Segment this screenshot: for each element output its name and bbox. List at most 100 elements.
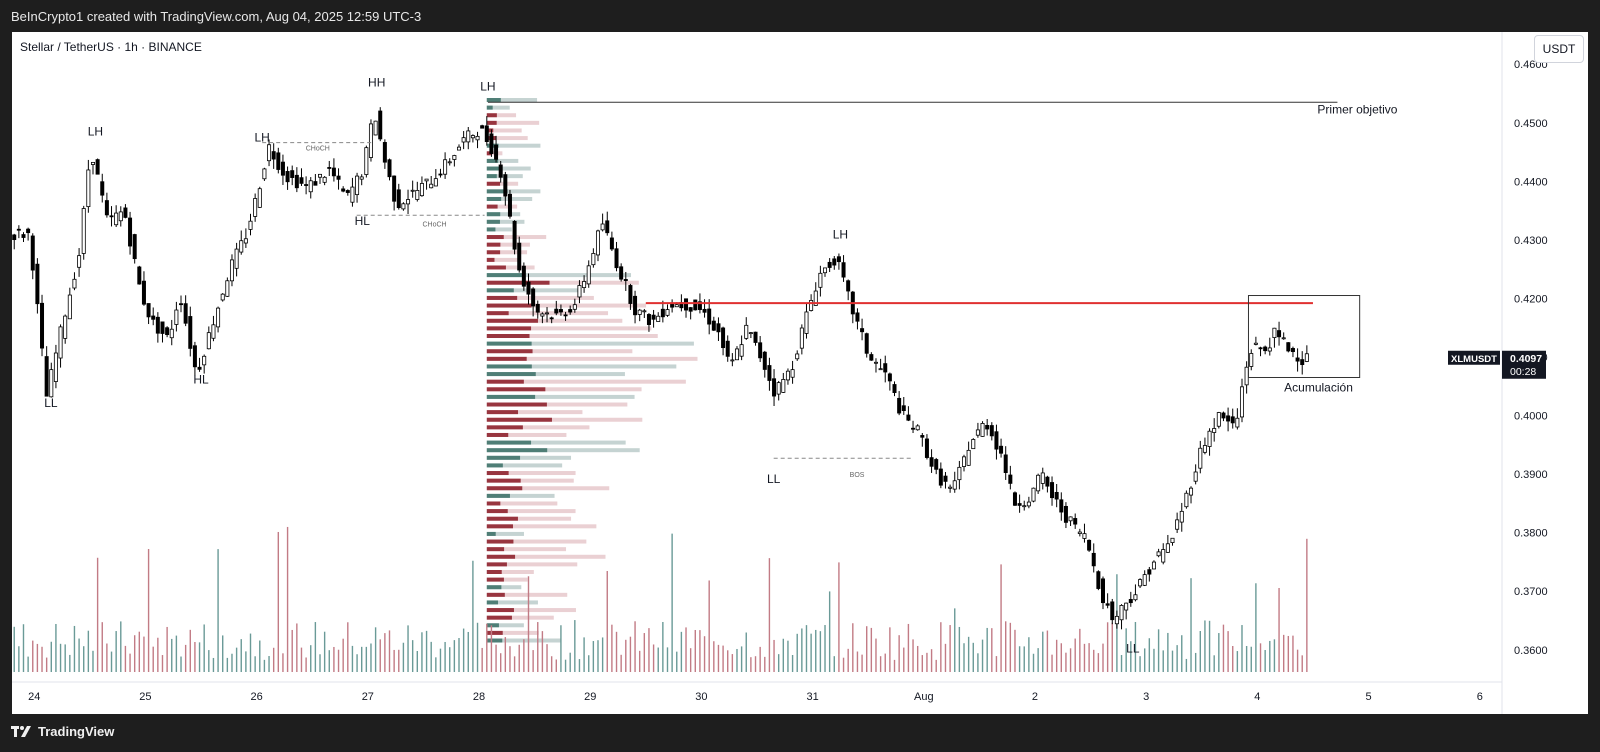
candle-up: [586, 265, 591, 285]
candle-down: [1147, 569, 1152, 575]
volume-bar: [638, 650, 641, 672]
candle-up: [600, 223, 605, 231]
candle-down: [392, 175, 397, 202]
volume-bar: [1222, 624, 1225, 672]
volume-bar: [1181, 635, 1183, 672]
symbol-title[interactable]: Stellar / TetherUS · 1h · BINANCE: [20, 40, 202, 54]
candle-down: [517, 242, 522, 271]
volume-profile-bar: [486, 440, 626, 445]
volume-bar: [801, 628, 803, 672]
volume-bar: [550, 656, 553, 672]
volume-bar: [935, 659, 937, 672]
volume-profile-bar: [486, 569, 534, 574]
candle-up: [674, 304, 679, 308]
volume-profile-bar-core: [486, 562, 507, 567]
candle-down: [1091, 552, 1096, 567]
volume-profile-bar: [486, 250, 528, 255]
time-axis-label: 2: [1032, 691, 1038, 703]
volume-bar: [240, 639, 242, 672]
time-axis-label: 29: [584, 691, 596, 703]
volume-profile-bar-core: [486, 608, 514, 613]
candle-down: [341, 188, 346, 192]
candle-down: [480, 125, 485, 129]
price-axis-label: 0.4200: [1514, 293, 1548, 305]
volume-profile-bar: [486, 227, 512, 232]
volume-profile-bar-core: [486, 326, 532, 331]
candle-down: [651, 314, 656, 320]
candle-down: [1045, 476, 1050, 487]
volume-bar: [110, 651, 113, 672]
candle-up: [90, 161, 95, 165]
volume-bar: [634, 621, 636, 672]
price-axis-label: 0.3800: [1514, 528, 1548, 540]
time-axis-label: 5: [1366, 691, 1372, 703]
price-chart[interactable]: 0.36000.37000.38000.39000.40000.41000.42…: [12, 32, 1588, 714]
candle-down: [531, 288, 536, 307]
candle-up: [220, 293, 225, 301]
candle-down: [26, 228, 31, 234]
candle-up: [1068, 516, 1073, 522]
volume-bar: [18, 646, 20, 672]
volume-bar: [750, 657, 752, 672]
volume-bar: [940, 622, 942, 672]
candle-down: [614, 248, 619, 269]
volume-bar: [161, 655, 164, 672]
volume-bar: [629, 636, 632, 672]
volume-bar: [879, 656, 882, 672]
volume-bar: [847, 648, 849, 672]
volume-profile-bar: [486, 242, 530, 247]
candle-down: [1263, 346, 1268, 352]
candle-down: [846, 280, 851, 292]
volume-bar: [157, 637, 159, 672]
candle-down: [1003, 454, 1008, 474]
volume-profile-bar-core: [486, 372, 536, 377]
volume-bar: [1037, 648, 1039, 672]
volume-bar: [27, 656, 29, 672]
candle-up: [748, 332, 753, 335]
volume-bar: [578, 659, 581, 672]
candle-down: [646, 314, 651, 325]
last-price-tag-bg: [1502, 350, 1546, 379]
candle-up: [1212, 428, 1217, 433]
volume-bar: [1130, 641, 1132, 672]
annotation-label: LL: [44, 396, 58, 410]
volume-bar: [1134, 621, 1137, 672]
volume-bar: [954, 608, 956, 672]
candle-down: [378, 110, 383, 140]
volume-profile-bar: [486, 219, 525, 224]
volume-bar: [592, 641, 595, 672]
volume-profile-bar: [486, 486, 610, 491]
candle-up: [1249, 353, 1254, 367]
time-axis-label: 27: [362, 691, 374, 703]
volume-bar: [708, 580, 710, 672]
candle-down: [670, 303, 675, 308]
volume-profile-bar: [486, 181, 519, 186]
volume-profile-bar: [486, 356, 698, 361]
candle-down: [141, 280, 146, 305]
chart-panel[interactable]: 0.36000.37000.38000.39000.40000.41000.42…: [12, 32, 1588, 714]
candle-up: [243, 238, 248, 244]
currency-button[interactable]: USDT: [1534, 35, 1584, 63]
volume-profile-bar: [486, 410, 583, 415]
candle-up: [419, 183, 424, 197]
volume-bar: [1069, 648, 1072, 672]
volume-bar: [773, 639, 775, 672]
candle-down: [12, 234, 17, 241]
tradingview-logo[interactable]: TradingView: [11, 724, 114, 739]
volume-profile-bar: [486, 273, 632, 278]
candle-up: [239, 240, 244, 253]
candle-down: [758, 342, 763, 359]
candle-up: [1239, 386, 1244, 418]
candle-down: [1295, 357, 1300, 362]
volume-bar: [1255, 583, 1257, 672]
volume-bar: [462, 628, 465, 672]
candle-down: [883, 363, 888, 373]
candle-up: [730, 359, 735, 362]
volume-profile-bar: [486, 493, 555, 498]
volume-bar: [1055, 639, 1058, 672]
candle-down: [688, 307, 693, 312]
volume-bar: [1176, 645, 1178, 672]
candle-down: [558, 309, 563, 313]
candle-down: [294, 174, 299, 189]
candle-up: [1281, 337, 1286, 340]
